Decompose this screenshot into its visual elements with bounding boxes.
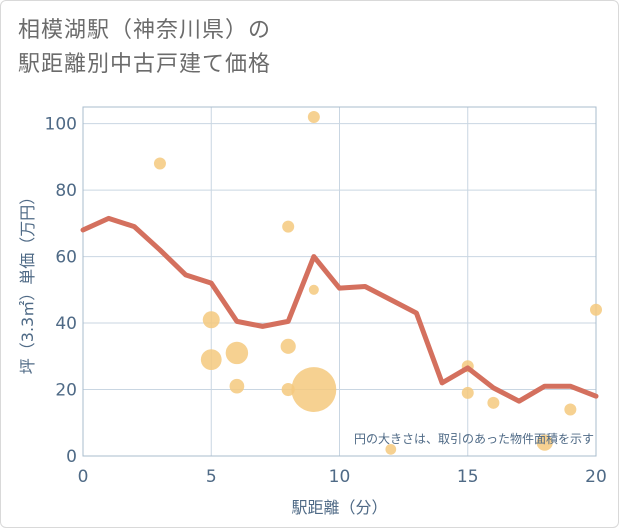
bubble-point: [229, 378, 245, 394]
bubble-layer: [153, 110, 602, 455]
average-price-line: [80, 215, 599, 404]
bubble-point: [282, 220, 295, 233]
y-tick-label: 20: [55, 381, 77, 401]
chart-title-line-1: 相模湖駅（神奈川県）の: [18, 18, 272, 43]
x-tick-label: 0: [78, 467, 89, 487]
bubble-point: [461, 386, 474, 399]
bubble-point: [385, 443, 397, 455]
bubble-point: [307, 110, 320, 123]
x-axis-title: 駅距離（分）: [291, 498, 387, 517]
bubble-point: [564, 403, 577, 416]
x-tick-label: 5: [206, 467, 217, 487]
line-layer: [80, 215, 599, 404]
y-axis-title: 坪（3.3㎡）単価（万円）: [18, 189, 37, 374]
bubble-point: [153, 157, 166, 170]
x-tick-label: 20: [585, 467, 607, 487]
x-tick-label: 10: [329, 467, 351, 487]
bubble-point: [200, 349, 222, 371]
bubble-point: [202, 311, 220, 329]
chart-note: 円の大きさは、取引のあった物件面積を示す: [354, 431, 594, 446]
bubble-point: [536, 434, 553, 451]
y-tick-label: 100: [45, 115, 77, 135]
chart-title-line-2: 駅距離別中古戸建て価格: [18, 52, 272, 77]
bubble-point: [487, 396, 500, 409]
x-tick-label: 15: [457, 467, 479, 487]
y-tick-labels: 0 20 40 60 80 100: [45, 115, 77, 467]
bubble-point: [280, 338, 296, 354]
x-tick-labels: 0 5 10 15 20: [78, 467, 607, 487]
y-tick-label: 40: [55, 314, 77, 334]
chart-title: 相模湖駅（神奈川県）の 駅距離別中古戸建て価格: [18, 14, 271, 82]
plot-border: [82, 106, 597, 457]
bubble-point: [308, 284, 319, 295]
y-tick-label: 80: [55, 181, 77, 201]
bubble-point: [281, 382, 295, 397]
bubble-point: [291, 367, 337, 412]
bubble-point: [225, 341, 249, 365]
bubble-point: [590, 303, 602, 316]
y-tick-label: 60: [55, 248, 77, 268]
y-tick-label: 0: [66, 447, 77, 467]
